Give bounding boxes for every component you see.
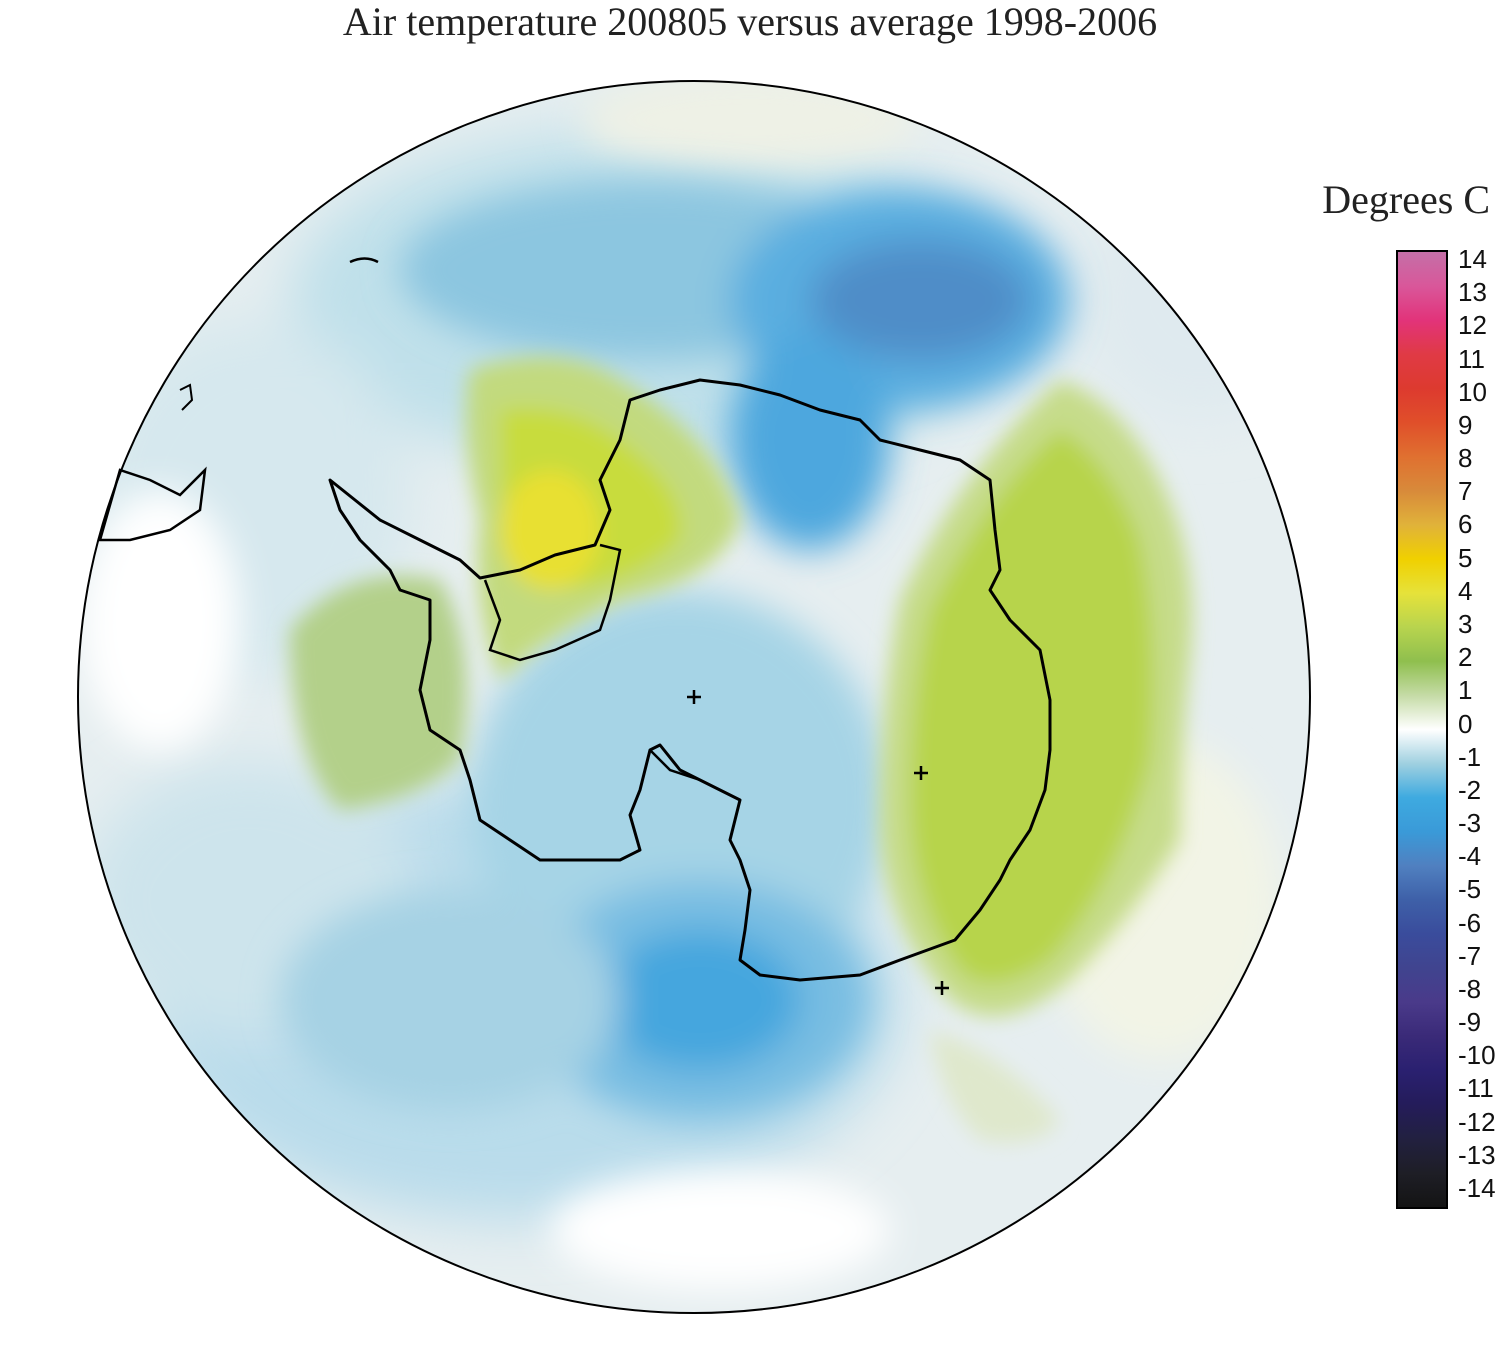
- legend-tick-label: -4: [1458, 841, 1482, 872]
- color-scale-bar: [1396, 250, 1448, 1209]
- legend-tick-label: 12: [1458, 310, 1487, 341]
- legend-tick-label: -12: [1458, 1106, 1496, 1137]
- legend-tick-label: 7: [1458, 476, 1473, 507]
- legend-tick-label: 6: [1458, 509, 1473, 540]
- plus-marker: [687, 690, 701, 704]
- legend-tick-label: 0: [1458, 708, 1473, 739]
- ice-shelf-outline: [483, 543, 622, 662]
- legend-tick-label: 13: [1458, 277, 1487, 308]
- legend-tick-label: 1: [1458, 675, 1473, 706]
- antarctica-coastline: [328, 378, 1052, 982]
- ross-shelf-outline: [649, 749, 741, 802]
- legend-tick-label: -7: [1458, 940, 1482, 971]
- legend-tick-label: 9: [1458, 409, 1473, 440]
- legend-tick-label: -3: [1458, 808, 1482, 839]
- legend-tick-label: 2: [1458, 642, 1473, 673]
- legend-tick-label: 8: [1458, 443, 1473, 474]
- legend-tick-label: 11: [1458, 343, 1485, 374]
- legend-tick-label: -10: [1458, 1040, 1496, 1071]
- plus-marker: [914, 766, 928, 780]
- legend-tick-label: -1: [1458, 741, 1482, 772]
- plus-marker: [935, 981, 949, 995]
- legend-tick-label: -8: [1458, 973, 1482, 1004]
- legend-tick-label: 14: [1458, 244, 1487, 274]
- island-outline: [349, 257, 379, 264]
- legend-tick-label: -13: [1458, 1139, 1496, 1170]
- legend-title: Degrees C: [1322, 177, 1490, 222]
- legend-tick-label: -14: [1458, 1173, 1496, 1203]
- legend-tick-label: 4: [1458, 575, 1473, 606]
- island-outline: [179, 383, 194, 411]
- legend-tick-label: -2: [1458, 774, 1482, 805]
- legend-tick-label: -5: [1458, 874, 1482, 905]
- legend-tick-label: 3: [1458, 608, 1473, 639]
- legend-tick-label: -9: [1458, 1007, 1482, 1038]
- legend-tick-label: -11: [1458, 1073, 1494, 1104]
- legend-tick-label: 5: [1458, 542, 1473, 573]
- legend-tick-label: 10: [1458, 376, 1487, 407]
- legend-tick-label: -6: [1458, 907, 1482, 938]
- map-title: Air temperature 200805 versus average 19…: [342, 0, 1158, 44]
- south-america-coast: [98, 466, 207, 542]
